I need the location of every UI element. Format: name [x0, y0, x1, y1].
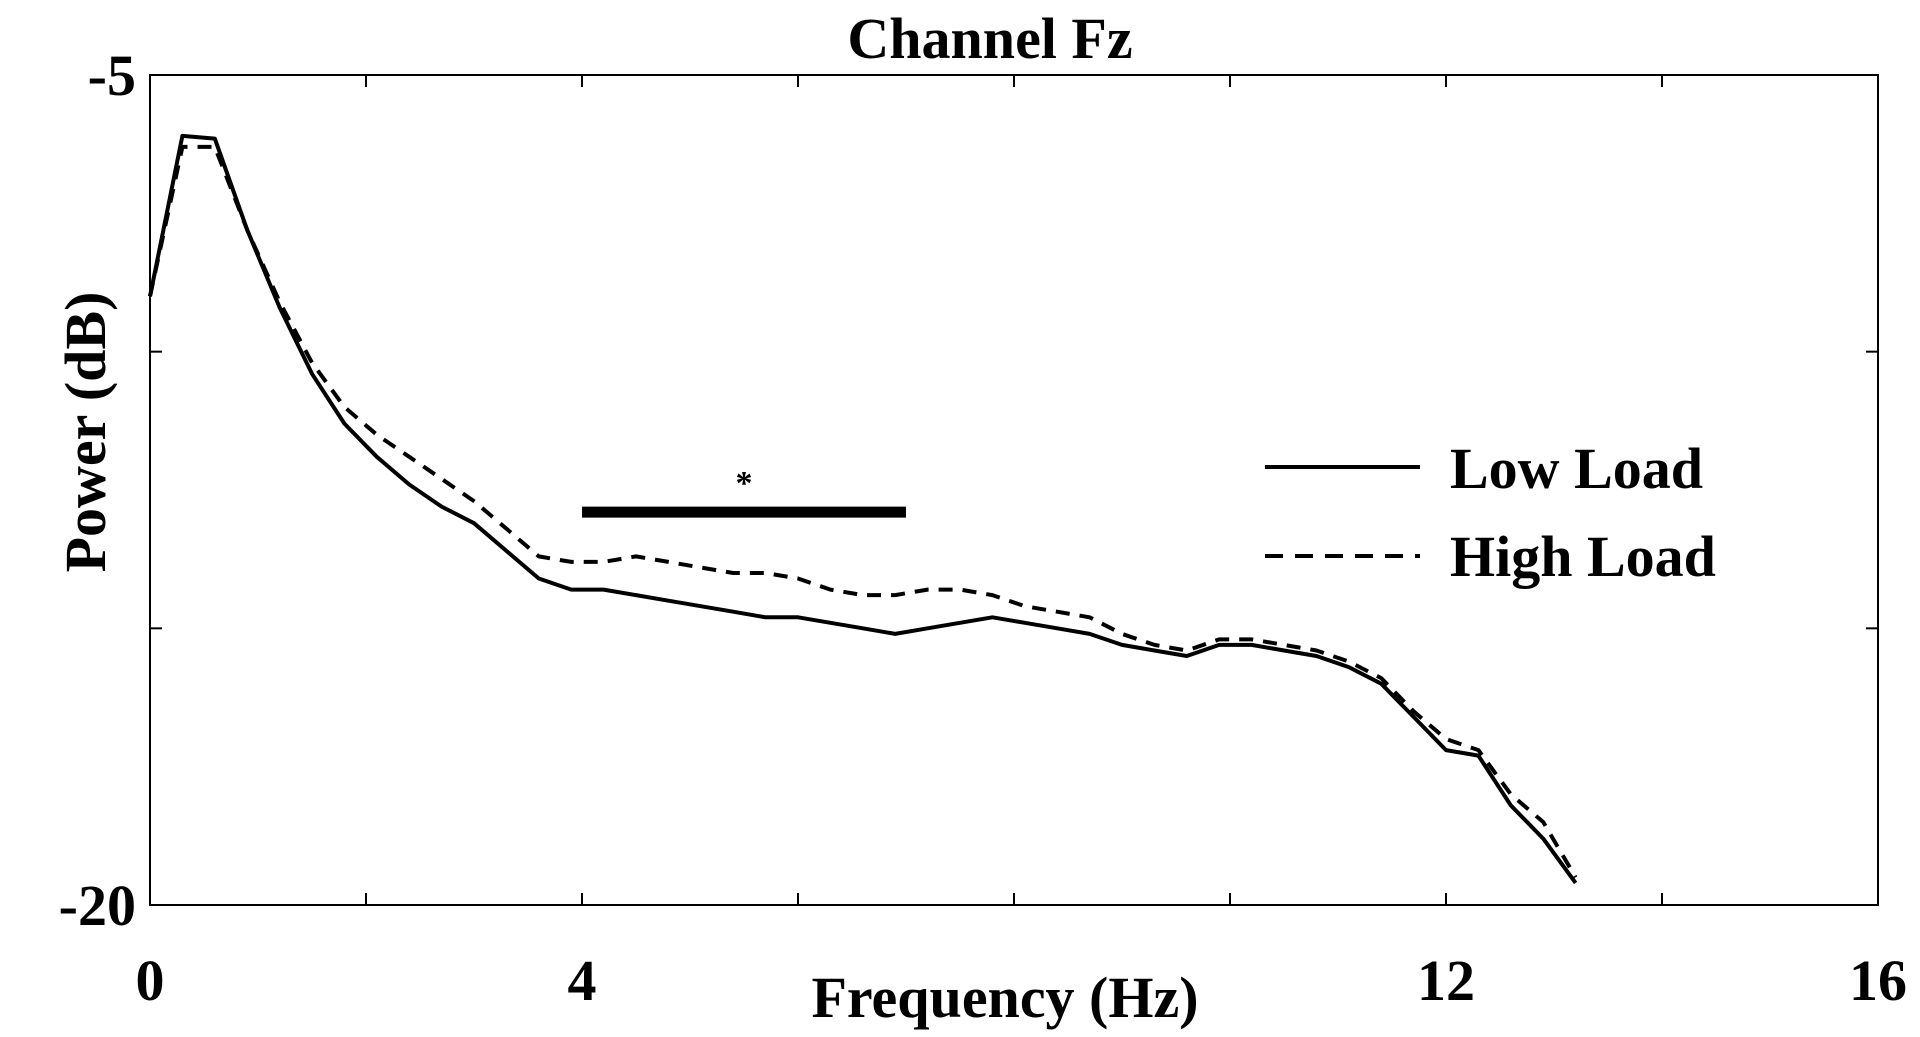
legend: Low Load High Load: [1265, 436, 1716, 589]
x-tick-label: 4: [568, 948, 597, 1013]
legend-label-high-load: High Load: [1450, 524, 1716, 589]
x-tick-label: 16: [1849, 948, 1907, 1013]
series-line-low-load: [148, 133, 1578, 885]
chart-title: Channel Fz: [847, 6, 1132, 71]
x-tick-label: 0: [136, 948, 165, 1013]
x-axis-label: Frequency (Hz): [811, 965, 1198, 1030]
series-layer: [148, 133, 1578, 885]
plot-frame: [149, 74, 1879, 906]
x-tick-label: 12: [1417, 948, 1475, 1013]
legend-label-low-load: Low Load: [1450, 436, 1703, 501]
y-tick-label: -20: [59, 873, 136, 938]
y-axis-label: Power (dB): [53, 292, 118, 573]
y-tick-label: -5: [88, 43, 136, 108]
significance-star: *: [736, 465, 753, 502]
series-line-high-load: [148, 144, 1578, 879]
annotation-layer: *: [582, 465, 906, 518]
ticks-layer: 0 4 12 16 -5 -20: [59, 43, 1907, 1013]
